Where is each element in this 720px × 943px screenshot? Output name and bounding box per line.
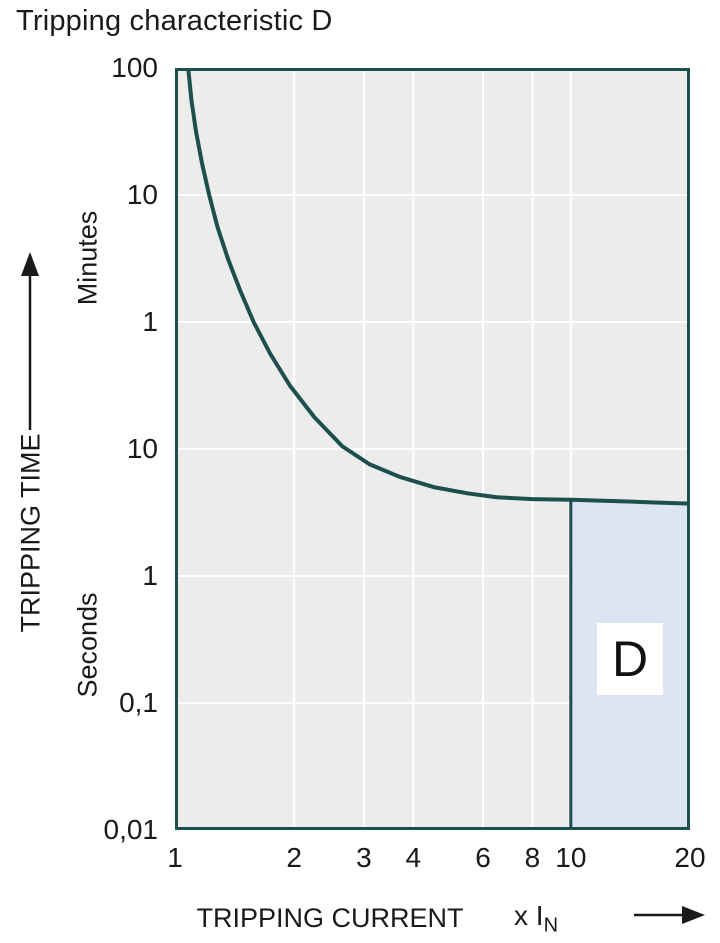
x-tick-label: 3: [356, 842, 372, 873]
y-tick-label: 0,01: [103, 814, 159, 845]
y-unit-minutes: Minutes: [72, 210, 103, 306]
x-tick-label: 20: [674, 842, 706, 873]
x-axis-label: TRIPPING CURRENT: [196, 903, 464, 933]
plot-frame: [175, 68, 690, 830]
y-axis-arrow-icon: [21, 252, 39, 430]
x-axis-unit: x IN: [514, 900, 559, 937]
y-tick-label: 10: [126, 433, 158, 464]
y-tick-label: 1: [142, 306, 158, 337]
x-tick-label: 6: [475, 842, 491, 873]
tripping-curve: [186, 68, 690, 506]
x-axis-arrow-icon: [634, 906, 705, 924]
x-tick-label: 10: [555, 842, 587, 873]
y-axis-label: TRIPPING TIME: [15, 433, 46, 633]
y-tick-label: 0,1: [119, 687, 158, 718]
plot-area: [175, 68, 690, 830]
x-tick-label: 8: [524, 842, 541, 873]
y-tick-label: 1: [142, 560, 158, 591]
x-tick-label: 2: [286, 842, 302, 873]
x-tick-label: 1: [167, 842, 183, 873]
y-unit-seconds: Seconds: [72, 592, 103, 698]
chart-title: Tripping characteristic D: [16, 5, 333, 37]
y-tick-label: 100: [111, 52, 158, 83]
region-d-label: D: [597, 623, 663, 695]
x-tick-label: 4: [405, 842, 422, 873]
y-tick-label: 10: [126, 179, 158, 210]
